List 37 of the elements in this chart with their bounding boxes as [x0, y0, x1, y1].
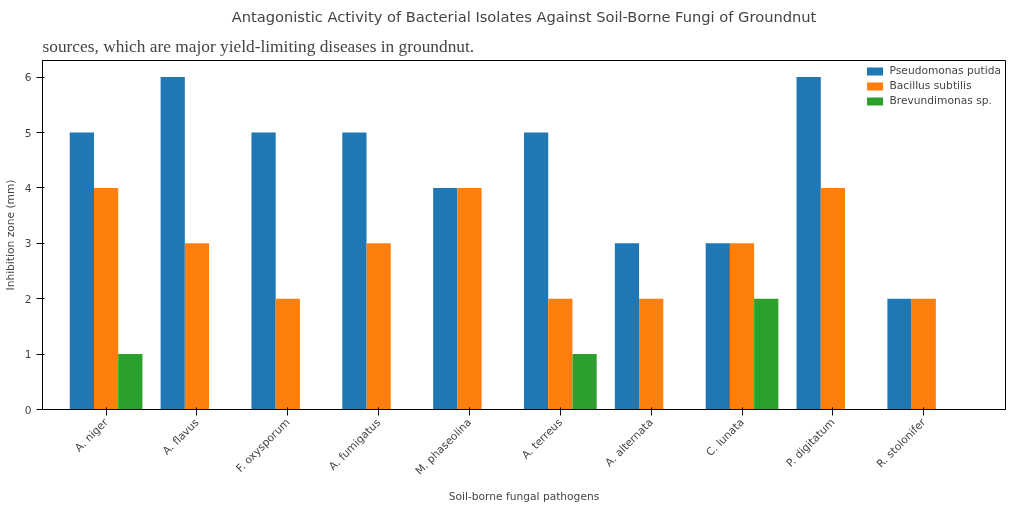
y-tick-label: 1	[24, 348, 32, 362]
bar	[457, 187, 482, 410]
bar	[572, 354, 597, 410]
legend-label: Brevundimonas sp.	[889, 94, 992, 107]
bar	[342, 132, 367, 410]
chart-title: Antagonistic Activity of Bacterial Isolates Against Soil-Borne Fungi of Groundnut	[231, 7, 817, 25]
bar	[911, 298, 936, 410]
y-tick-label: 6	[24, 71, 32, 85]
x-axis-title: Soil-borne fungal pathogens	[448, 489, 600, 503]
bar	[524, 132, 549, 410]
y-axis-title: Inhibition zone (mm)	[3, 179, 17, 291]
legend-label: Pseudomonas putida	[889, 64, 1001, 77]
bar	[705, 243, 730, 410]
legend-label: Bacillus subtilis	[889, 79, 972, 92]
bar	[639, 298, 664, 410]
y-tick-label: 4	[24, 181, 32, 195]
bar	[820, 187, 845, 410]
bar	[548, 298, 573, 410]
bar	[69, 132, 94, 410]
bar	[796, 77, 821, 410]
y-tick-label: 5	[24, 126, 32, 140]
y-tick-label: 0	[24, 403, 32, 417]
bar	[160, 77, 185, 410]
bar	[275, 298, 300, 410]
bar	[614, 243, 640, 410]
bar	[93, 187, 119, 410]
bar	[729, 243, 755, 410]
bar	[433, 187, 458, 410]
bar	[754, 298, 779, 410]
bar	[251, 132, 276, 410]
bar	[887, 298, 912, 410]
y-tick-label: 3	[24, 237, 32, 251]
bar	[366, 243, 391, 410]
source-note: sources, which are major yield-limiting diseases in groundnut.	[42, 36, 475, 56]
bar	[118, 354, 143, 410]
y-tick-label: 2	[24, 292, 32, 306]
bar	[184, 243, 210, 410]
